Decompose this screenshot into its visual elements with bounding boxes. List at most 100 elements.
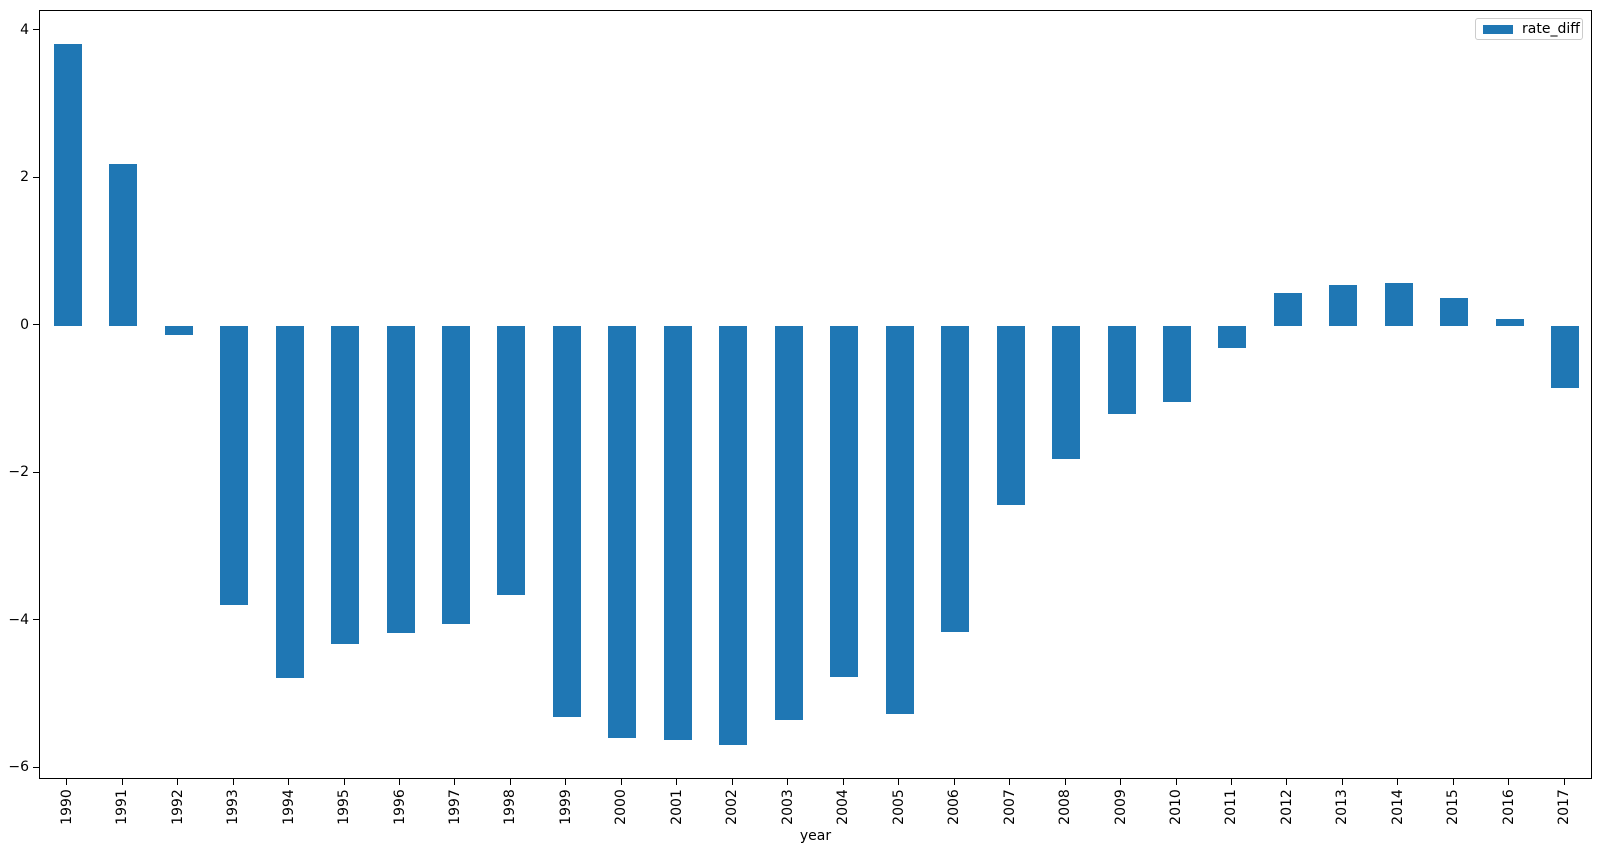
x-tick-mark xyxy=(232,779,234,785)
x-tick-mark xyxy=(509,779,511,785)
x-tick-mark xyxy=(288,779,290,785)
bar-1995 xyxy=(331,325,360,644)
x-tick-mark xyxy=(565,779,567,785)
bar-2013 xyxy=(1329,285,1358,326)
y-tick-mark xyxy=(33,619,39,621)
bar-2002 xyxy=(719,325,748,746)
x-axis-tick-label: 2009 xyxy=(1112,789,1129,825)
x-axis-tick-label: 2012 xyxy=(1278,789,1295,825)
x-tick-mark xyxy=(1064,779,1066,785)
y-axis-tick-label: 0 xyxy=(20,316,29,333)
x-axis-tick-label: 1992 xyxy=(169,789,186,825)
x-tick-mark xyxy=(1230,779,1232,785)
bar-1996 xyxy=(386,325,415,633)
bar-1998 xyxy=(497,325,526,595)
x-tick-mark xyxy=(620,779,622,785)
bar-2011 xyxy=(1218,325,1247,348)
bar-2009 xyxy=(1107,325,1136,415)
x-axis-tick-label: 2017 xyxy=(1556,789,1573,825)
x-axis-tick-label: 2010 xyxy=(1168,789,1185,825)
x-tick-mark xyxy=(121,779,123,785)
x-axis-tick-label: 2006 xyxy=(946,789,963,825)
bar-1997 xyxy=(441,325,470,625)
x-axis-tick-label: 2015 xyxy=(1445,789,1462,825)
x-tick-mark xyxy=(66,779,68,785)
x-axis-tick-label: 1991 xyxy=(114,789,131,825)
legend-swatch xyxy=(1483,24,1513,34)
x-tick-mark xyxy=(1286,779,1288,785)
x-tick-mark xyxy=(898,779,900,785)
y-tick-mark xyxy=(33,29,39,31)
x-tick-mark xyxy=(731,779,733,785)
x-axis-title: year xyxy=(799,828,832,844)
bar-1990 xyxy=(53,44,82,326)
y-axis-tick-label: 2 xyxy=(20,169,29,186)
x-axis-tick-label: 1990 xyxy=(58,789,75,825)
bar-1999 xyxy=(552,325,581,718)
bar-2017 xyxy=(1551,325,1580,389)
x-axis-tick-label: 2000 xyxy=(613,789,630,825)
x-tick-mark xyxy=(399,779,401,785)
x-axis-tick-label: 2014 xyxy=(1389,789,1406,825)
bar-2001 xyxy=(663,325,692,741)
bar-1991 xyxy=(109,164,138,326)
bar-2014 xyxy=(1384,283,1413,326)
bar-2004 xyxy=(830,325,859,677)
x-axis-tick-label: 2002 xyxy=(724,789,741,825)
x-tick-mark xyxy=(177,779,179,785)
bar-1993 xyxy=(220,325,249,605)
x-axis-tick-label: 2001 xyxy=(668,789,685,825)
bar-2008 xyxy=(1052,325,1081,460)
x-axis-tick-label: 1995 xyxy=(336,789,353,825)
bar-2012 xyxy=(1273,292,1302,326)
y-tick-mark xyxy=(33,324,39,326)
x-axis-tick-label: 2007 xyxy=(1001,789,1018,825)
y-tick-mark xyxy=(33,766,39,768)
x-axis-tick-label: 1999 xyxy=(557,789,574,825)
x-tick-mark xyxy=(1175,779,1177,785)
y-axis-tick-label: −6 xyxy=(8,759,29,776)
x-axis-tick-label: 2005 xyxy=(890,789,907,825)
x-tick-mark xyxy=(1452,779,1454,785)
bar-1992 xyxy=(164,325,193,335)
y-axis-tick-label: −4 xyxy=(8,611,29,628)
x-axis-tick-label: 1993 xyxy=(225,789,242,825)
x-tick-mark xyxy=(1397,779,1399,785)
y-tick-mark xyxy=(33,176,39,178)
x-axis-tick-label: 2013 xyxy=(1334,789,1351,825)
x-tick-mark xyxy=(1120,779,1122,785)
x-axis-tick-label: 2008 xyxy=(1057,789,1074,825)
x-tick-mark xyxy=(953,779,955,785)
bar-2016 xyxy=(1495,319,1524,326)
bar-2015 xyxy=(1440,297,1469,326)
x-tick-mark xyxy=(842,779,844,785)
x-axis-tick-label: 2011 xyxy=(1223,789,1240,825)
bar-2000 xyxy=(608,325,637,738)
x-tick-mark xyxy=(676,779,678,785)
x-tick-mark xyxy=(1341,779,1343,785)
legend: rate_diff xyxy=(1475,18,1583,40)
x-tick-mark xyxy=(1009,779,1011,785)
bar-2006 xyxy=(941,325,970,632)
x-axis-tick-label: 1997 xyxy=(446,789,463,825)
plot-area xyxy=(39,10,1592,779)
bar-2010 xyxy=(1163,325,1192,403)
x-axis-tick-label: 2004 xyxy=(835,789,852,825)
y-tick-mark xyxy=(33,471,39,473)
x-tick-mark xyxy=(454,779,456,785)
x-axis-tick-label: 2003 xyxy=(779,789,796,825)
y-axis-tick-label: 4 xyxy=(20,21,29,38)
bar-2007 xyxy=(996,325,1025,505)
bar-1994 xyxy=(275,325,304,678)
x-axis-tick-label: 1996 xyxy=(391,789,408,825)
x-axis-tick-label: 1998 xyxy=(502,789,519,825)
x-axis-tick-label: 2016 xyxy=(1500,789,1517,825)
x-tick-mark xyxy=(343,779,345,785)
x-tick-mark xyxy=(1563,779,1565,785)
bar-2003 xyxy=(774,325,803,720)
bar-2005 xyxy=(885,325,914,714)
x-tick-mark xyxy=(1508,779,1510,785)
x-tick-mark xyxy=(787,779,789,785)
x-axis-tick-label: 1994 xyxy=(280,789,297,825)
